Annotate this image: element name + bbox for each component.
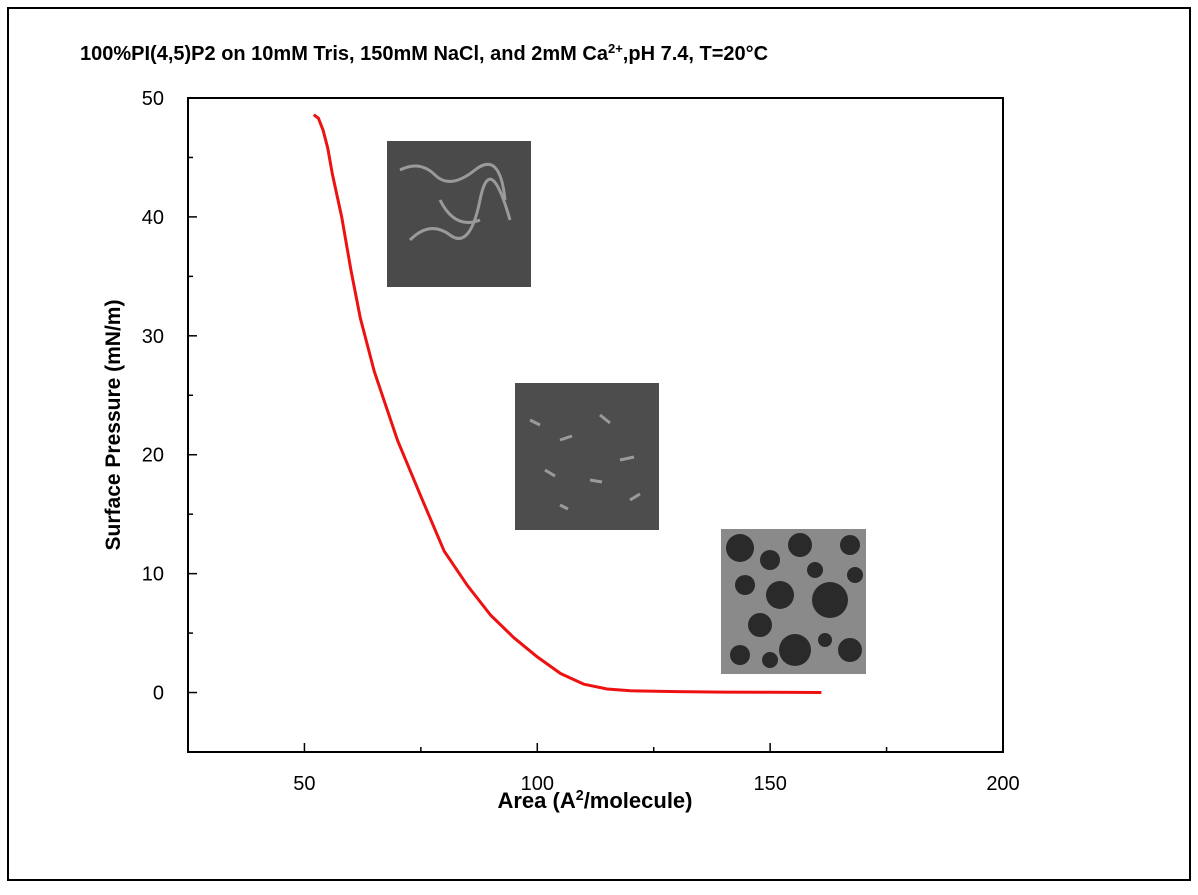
inset-texture [399, 162, 512, 242]
x-axis-label: Area (A2/molecule) [497, 788, 692, 813]
title-run: 100%PI(4,5)P2 on 10mM Tris, 150mM NaCl, … [80, 43, 609, 65]
y-tick-label: 20 [142, 445, 164, 467]
x-tick-label: 50 [293, 773, 315, 795]
title-run: ,pH 7.4, T=20°C [623, 43, 768, 65]
inset-image [515, 383, 659, 530]
inset-texture [529, 413, 641, 511]
y-tick-label: 50 [142, 88, 164, 110]
x-label-run: 2 [576, 788, 584, 804]
plot-frame [187, 97, 1004, 753]
title-run: 2+ [608, 41, 623, 56]
inset-images [387, 141, 866, 674]
x-tick-label: 100 [521, 773, 554, 795]
x-label-run: Area (A [497, 788, 575, 813]
y-axis-label: Surface Pressure (mN/m) [102, 300, 125, 551]
y-tick-label: 10 [142, 564, 164, 586]
inset-texture [726, 533, 863, 668]
data-line [312, 113, 822, 695]
chart-title: 100%PI(4,5)P2 on 10mM Tris, 150mM NaCl, … [80, 41, 768, 66]
y-tick-label: 0 [153, 683, 164, 705]
x-tick-label: 200 [986, 773, 1019, 795]
y-tick-label: 30 [142, 326, 164, 348]
x-tick-label: 150 [753, 773, 786, 795]
x-label-run: /molecule) [584, 788, 693, 813]
y-tick-label: 40 [142, 207, 164, 229]
